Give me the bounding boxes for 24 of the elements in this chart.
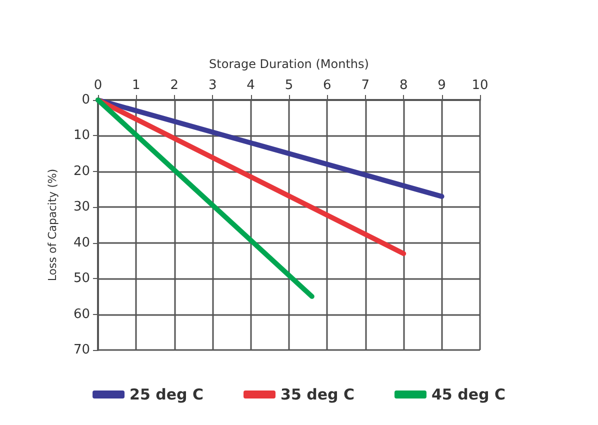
x-tick-label: 5 (284, 78, 294, 93)
x-tick-label: 8 (399, 78, 408, 93)
y-tick-label: 60 (73, 306, 90, 322)
x-axis-title: Storage Duration (Months) (209, 57, 369, 71)
x-tick-label: 2 (170, 78, 179, 93)
x-tick-label: 6 (323, 78, 332, 93)
x-tick-label: 3 (208, 78, 217, 93)
y-tick-label: 0 (82, 92, 90, 108)
x-tick-label: 4 (246, 78, 255, 93)
y-axis-title: Loss of Capacity (%) (46, 168, 59, 282)
y-tick-label: 50 (73, 271, 90, 286)
x-tick-label: 1 (132, 78, 140, 93)
legend-label: 25 deg C (130, 386, 204, 404)
y-tick-label: 20 (73, 164, 90, 179)
legend-label: 35 deg C (280, 386, 354, 404)
x-tick-label: 0 (94, 78, 102, 93)
legend-label: 45 deg C (431, 386, 506, 404)
y-tick-label: 10 (73, 128, 90, 144)
y-tick-label: 70 (73, 342, 90, 358)
y-tick-label: 30 (73, 200, 90, 215)
y-tick-label: 40 (73, 235, 90, 250)
x-tick-label: 9 (438, 78, 446, 93)
x-tick-label: 7 (361, 78, 370, 93)
x-tick-label: 10 (472, 78, 488, 93)
